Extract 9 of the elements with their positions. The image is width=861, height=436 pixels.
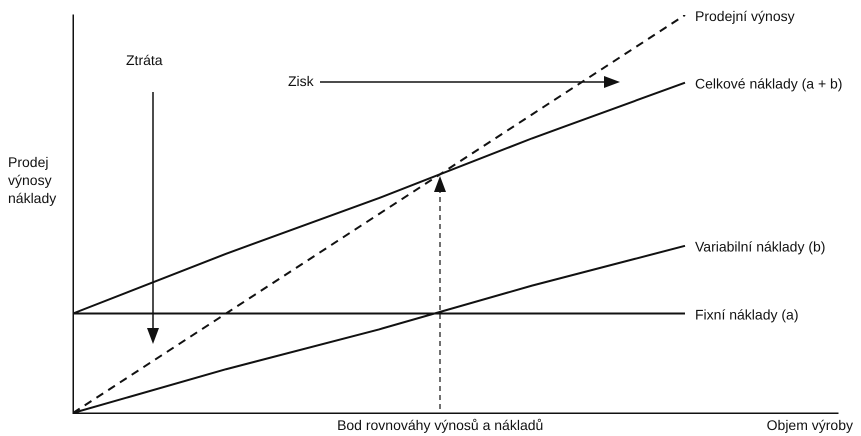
annotation: Ztráta <box>126 52 163 68</box>
x-axis-title: Objem výroby <box>766 417 853 433</box>
text: Bod rovnováhy výnosů a nákladů <box>337 417 544 433</box>
y-axis-title: Prodej výnosy náklady <box>8 153 58 207</box>
annotation: Zisk <box>288 73 314 89</box>
series-label: Variabilní náklady (b) <box>695 238 826 255</box>
series-label: Prodejní výnosy <box>695 8 795 24</box>
series-label: Celkové náklady (a + b) <box>695 76 842 92</box>
series-label: Fixní náklady (a) <box>695 306 798 322</box>
